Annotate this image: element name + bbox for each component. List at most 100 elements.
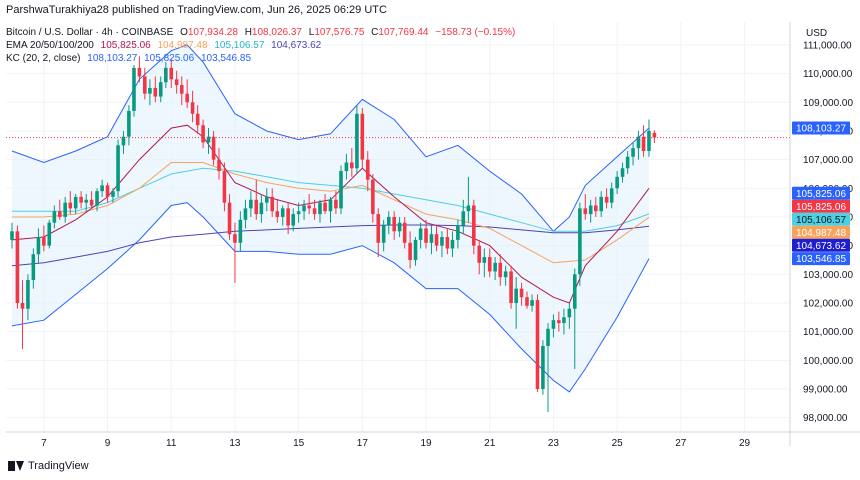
legend-open: O107,934.28 bbox=[180, 27, 238, 38]
price-tag-bg bbox=[792, 252, 850, 266]
candle-body bbox=[593, 205, 598, 212]
price-tick-label: 103,000.00 bbox=[803, 270, 853, 281]
candle-body bbox=[541, 345, 545, 389]
candle-body bbox=[350, 162, 354, 169]
candle-body bbox=[328, 199, 333, 212]
time-tick-label: 19 bbox=[420, 438, 432, 449]
candle-body bbox=[206, 136, 211, 143]
candle-body bbox=[450, 239, 455, 249]
tradingview-logo-icon bbox=[8, 461, 24, 471]
price-tag-text: 104,987.48 bbox=[796, 228, 846, 239]
time-axis[interactable]: 7 9 11 13 15 17 19 21 23 25 27 29 bbox=[41, 438, 750, 449]
candle-body bbox=[185, 93, 189, 103]
legend-high: H108,026.37 bbox=[244, 27, 302, 38]
price-tick-label: 110,000.00 bbox=[803, 69, 853, 80]
candle-body bbox=[604, 196, 609, 203]
candle-body bbox=[498, 262, 503, 278]
time-tick-label: 17 bbox=[357, 438, 369, 449]
price-tag-text: 108,103.27 bbox=[796, 123, 846, 134]
candle-body bbox=[572, 274, 577, 309]
candle-body bbox=[583, 208, 588, 215]
candle-body bbox=[211, 136, 216, 160]
ema50-line bbox=[12, 162, 650, 264]
candle-body bbox=[334, 199, 338, 209]
price-tag-bg bbox=[792, 238, 850, 252]
legend-symbol-row: Bitcoin / U.S. Dollar · 4h · COINBASE O1… bbox=[6, 27, 519, 38]
price-tick-label: 102,000.00 bbox=[803, 298, 853, 309]
legend-change: −158.73 (−0.15%) bbox=[435, 27, 516, 38]
candle-body bbox=[599, 196, 604, 212]
candle-body bbox=[386, 216, 391, 226]
candle-body bbox=[371, 179, 375, 215]
price-tag-text: 104,673.62 bbox=[796, 241, 846, 252]
candle-body bbox=[259, 202, 264, 215]
candle-body bbox=[36, 237, 41, 255]
candle-body bbox=[312, 208, 317, 215]
candle-body bbox=[402, 222, 407, 243]
candle-body bbox=[169, 67, 174, 80]
time-tick-label: 9 bbox=[105, 438, 111, 449]
kc-mid-price-tag: 105,825.06 bbox=[792, 186, 850, 200]
candle-body bbox=[493, 262, 497, 272]
candle-body bbox=[466, 205, 471, 212]
time-tick-label: 7 bbox=[41, 438, 47, 449]
candle-body bbox=[222, 171, 227, 203]
tradingview-footer[interactable]: TradingView bbox=[8, 460, 89, 472]
candle-body bbox=[461, 211, 466, 226]
legend-kc-lower: 103,546.85 bbox=[200, 53, 252, 64]
candle-body bbox=[434, 234, 439, 246]
candle-body bbox=[26, 280, 30, 309]
legend-symbol: Bitcoin / U.S. Dollar · 4h · COINBASE bbox=[6, 27, 174, 38]
kc-upper-price-tag: 108,103.27 bbox=[792, 121, 850, 135]
candle-body bbox=[127, 110, 131, 137]
legend-ema20: 105,825.06 bbox=[100, 40, 151, 51]
candle-body bbox=[47, 222, 52, 246]
candle-body bbox=[355, 113, 359, 169]
ema50-price-tag: 104,987.48 bbox=[792, 225, 850, 239]
keltner-lower-line bbox=[11, 202, 650, 393]
candle-body bbox=[95, 191, 99, 206]
price-tag-bg bbox=[792, 225, 850, 239]
candle-body bbox=[89, 199, 94, 206]
candle-body bbox=[456, 225, 460, 240]
ema20-price-tag: 105,825.06 bbox=[792, 199, 850, 213]
legend-kc-label: KC (20, 2, close) bbox=[6, 53, 81, 64]
candle-body bbox=[52, 211, 57, 223]
kc-lower-price-tag: 103,546.85 bbox=[792, 252, 850, 266]
candle-body bbox=[143, 76, 147, 94]
legend-kc-row: KC (20, 2, close) 108,103.27 105,825.06 … bbox=[6, 53, 255, 64]
ema200-price-tag: 104,673.62 bbox=[792, 238, 850, 252]
candle-body bbox=[625, 156, 630, 169]
candle-body bbox=[509, 271, 513, 303]
price-tick-label: 107,000.00 bbox=[803, 155, 853, 166]
candle-body bbox=[296, 211, 301, 215]
candle-body bbox=[413, 239, 418, 260]
ema100-line bbox=[12, 167, 650, 232]
candle-body bbox=[201, 125, 205, 143]
candle-body bbox=[546, 328, 550, 346]
price-tag-text: 103,546.85 bbox=[796, 254, 846, 265]
legend-ema-label: EMA 20/50/100/200 bbox=[6, 40, 94, 51]
time-tick-label: 23 bbox=[548, 438, 560, 449]
candle-body bbox=[408, 242, 412, 260]
candle-body bbox=[179, 85, 184, 94]
candle-body bbox=[636, 136, 641, 149]
candle-body bbox=[514, 288, 518, 303]
legend-kc-upper: 108,103.27 bbox=[87, 53, 138, 64]
price-tag-text: 105,825.06 bbox=[796, 202, 846, 213]
time-tick-label: 11 bbox=[166, 438, 177, 449]
candle-body bbox=[344, 162, 349, 172]
candle-body bbox=[551, 320, 556, 329]
candle-body bbox=[567, 308, 572, 318]
candle-body bbox=[15, 231, 20, 303]
candle-body bbox=[286, 208, 290, 226]
candle-body bbox=[249, 199, 253, 209]
candle-body bbox=[360, 113, 365, 160]
legend-ema-row: EMA 20/50/100/200 105,825.06 104,987.48 … bbox=[6, 40, 325, 51]
candle-body bbox=[376, 214, 381, 243]
candle-body bbox=[73, 196, 78, 209]
candle-body bbox=[392, 216, 396, 232]
candle-body bbox=[429, 234, 434, 243]
time-tick-label: 21 bbox=[484, 438, 496, 449]
